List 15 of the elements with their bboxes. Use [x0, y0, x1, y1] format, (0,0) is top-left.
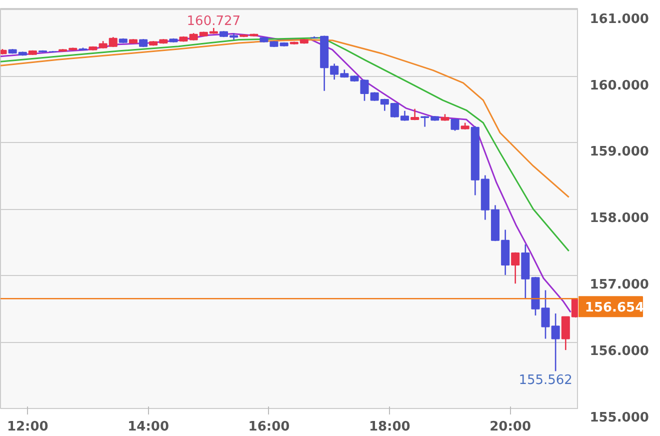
x-tick-label: 20:00: [490, 420, 532, 434]
x-tick-label: 12:00: [6, 420, 48, 434]
y-tick-label: 157.000: [590, 278, 649, 293]
y-tick-label: 161.000: [590, 12, 649, 27]
y-tick-label: 156.000: [590, 344, 649, 360]
x-tick-label: 16:00: [248, 420, 290, 434]
annotation: 160.727: [186, 14, 241, 29]
x-tick-label: 14:00: [128, 420, 170, 434]
ref-line-label: 156.654: [584, 300, 644, 316]
annotation: 155.562: [518, 373, 572, 388]
y-tick-label: 158.000: [590, 211, 649, 226]
y-tick-label: 159.000: [590, 144, 649, 160]
y-tick-label: 155.000: [590, 410, 649, 426]
y-tick-label: 160.000: [590, 78, 649, 94]
x-tick-label: 18:00: [368, 420, 410, 434]
